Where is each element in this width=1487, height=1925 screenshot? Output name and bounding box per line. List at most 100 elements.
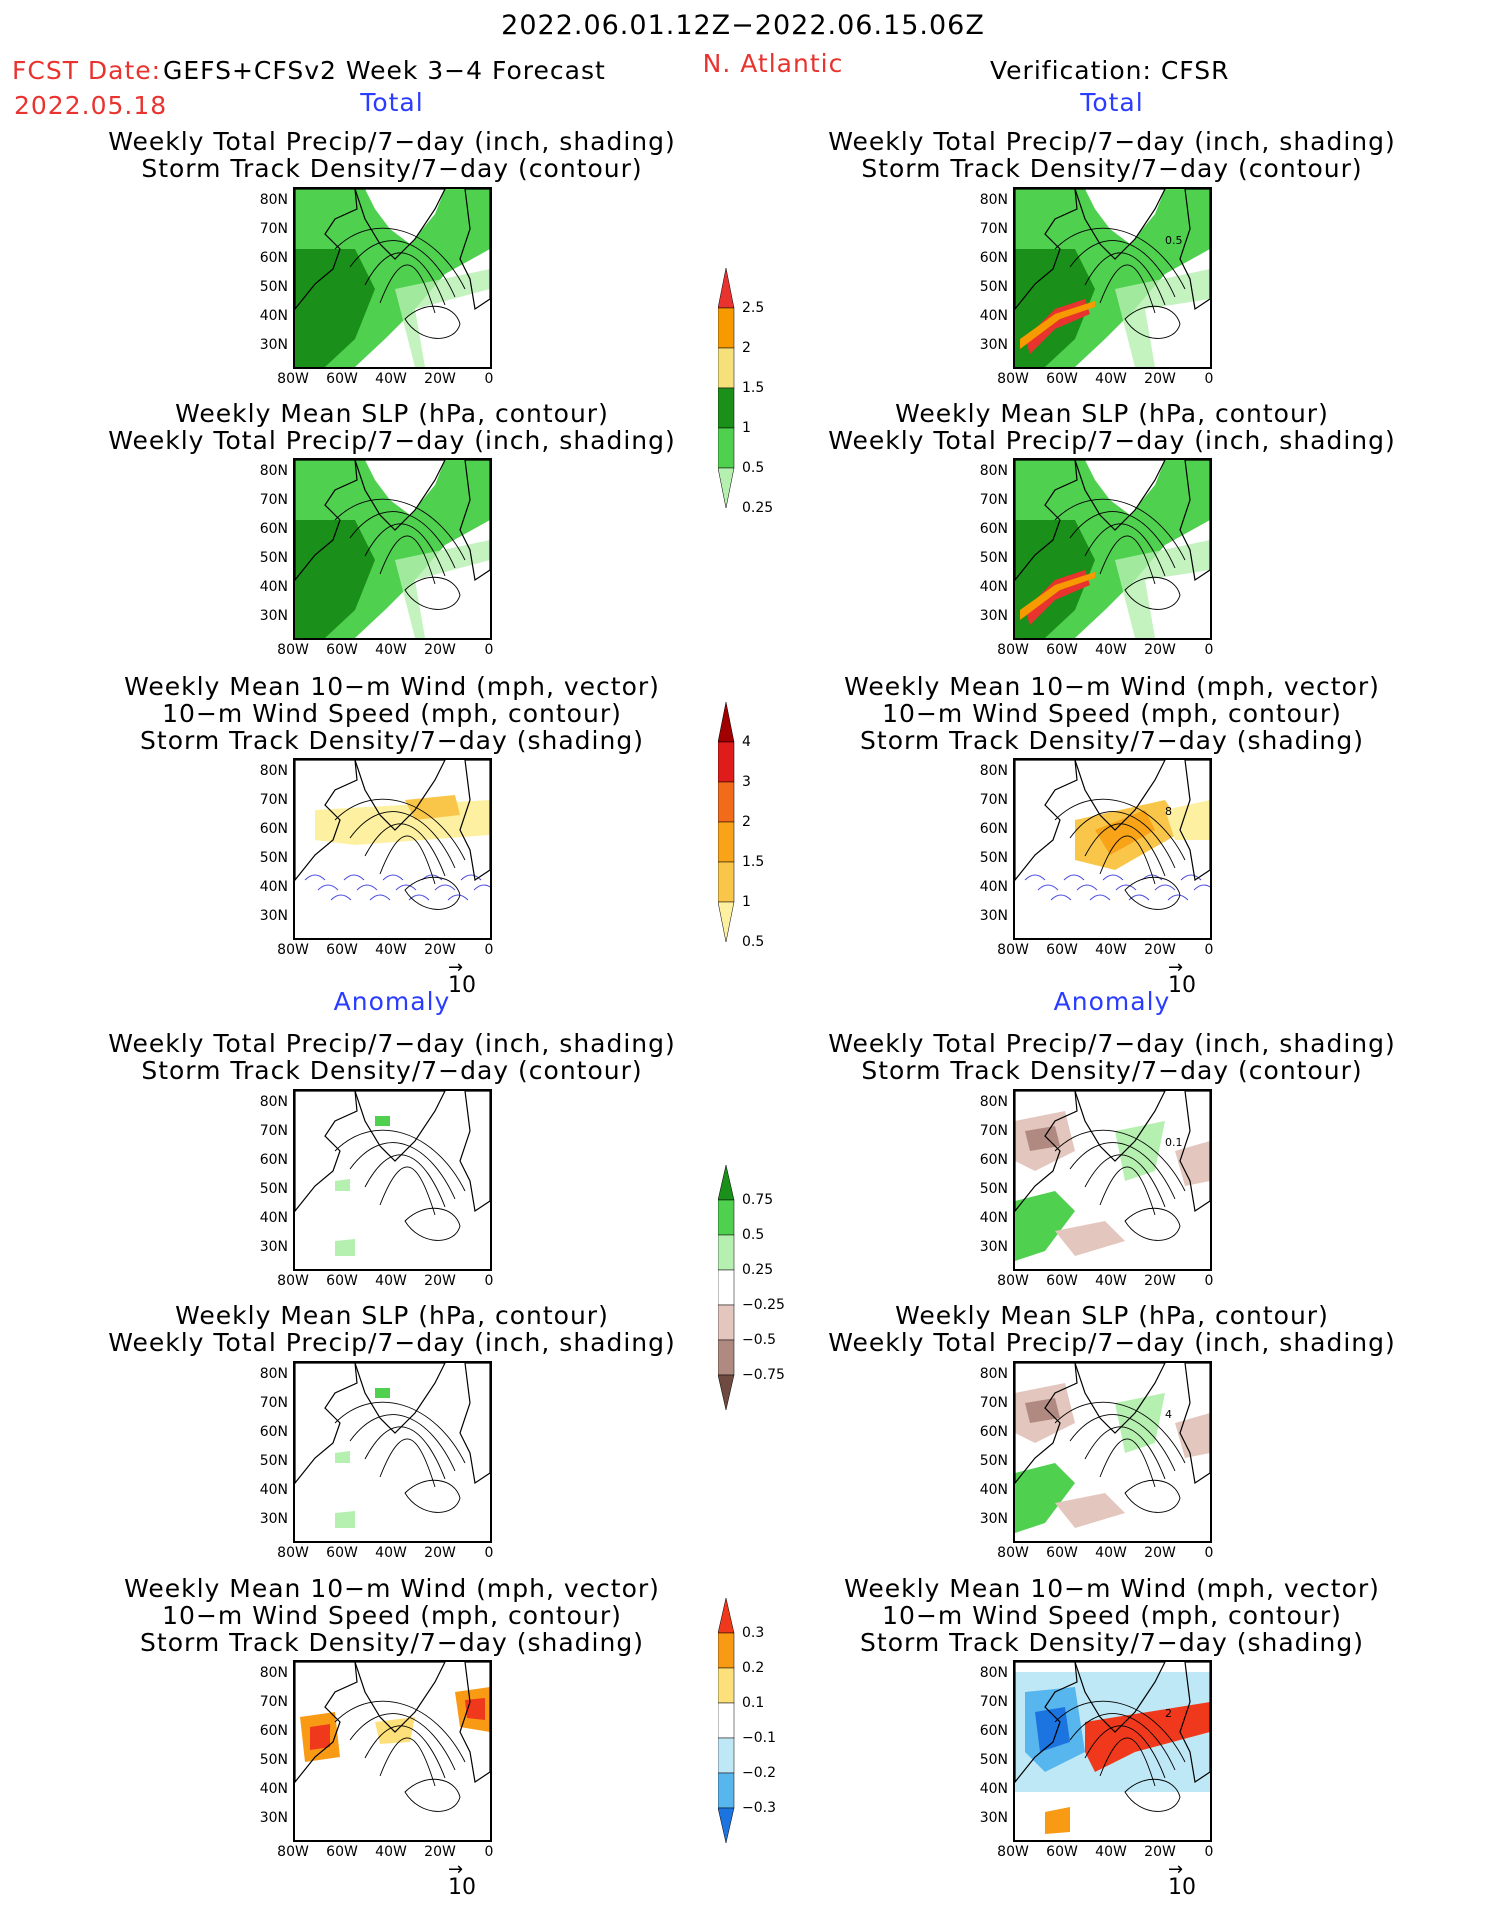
lat-label-right-5-5: 30N	[979, 1810, 1008, 1826]
lon-label-right-4-3: 20W	[1144, 1545, 1176, 1561]
lat-label-right-1-2: 60N	[979, 521, 1008, 537]
lon-label-left-3-3: 20W	[424, 1273, 456, 1289]
title-precip_storm-left-0: Weekly Total Precip/7−day (inch, shading…	[108, 127, 676, 156]
lon-label-right-0-3: 20W	[1144, 371, 1176, 387]
lon-label-left-1-4: 0	[484, 642, 494, 658]
lat-label-left-1-0: 80N	[259, 463, 288, 479]
lon-label-right-1-3: 20W	[1144, 642, 1176, 658]
contour-label-right-4: 4	[1165, 1408, 1172, 1421]
colorbar-label-precip_total-2: 1.5	[742, 380, 765, 396]
verification-label: Verification: CFSR	[990, 56, 1230, 85]
lat-label-right-4-4: 40N	[979, 1482, 1008, 1498]
lat-label-right-2-5: 30N	[979, 908, 1008, 924]
colorbar-precip_total	[717, 267, 758, 562]
section-total-right: Total	[1080, 88, 1144, 117]
title-precip_storm-left-0: Weekly Total Precip/7−day (inch, shading…	[108, 1029, 676, 1058]
lat-label-left-4-2: 60N	[259, 1424, 288, 1440]
map-panom2-left	[293, 1361, 492, 1543]
lat-label-right-1-3: 50N	[979, 550, 1008, 566]
lat-label-left-0-2: 60N	[259, 250, 288, 266]
colorbar-storm_anom	[717, 1597, 758, 1892]
title-slp_precip-left-1: Weekly Total Precip/7−day (inch, shading…	[108, 426, 676, 455]
lon-label-right-2-4: 0	[1204, 942, 1214, 958]
lat-label-left-5-4: 40N	[259, 1781, 288, 1797]
lat-label-left-1-4: 40N	[259, 579, 288, 595]
title-slp_precip-right-0: Weekly Mean SLP (hPa, contour)	[895, 399, 1329, 428]
lon-label-left-1-0: 80W	[277, 642, 309, 658]
lat-label-left-0-0: 80N	[259, 192, 288, 208]
lat-label-left-2-4: 40N	[259, 879, 288, 895]
colorbar-label-storm_total-1: 3	[742, 774, 751, 790]
title-slp_precip-right-1: Weekly Total Precip/7−day (inch, shading…	[828, 426, 1396, 455]
title-wind_storm-left-0: Weekly Mean 10−m Wind (mph, vector)	[124, 672, 660, 701]
lon-label-right-1-0: 80W	[997, 642, 1029, 658]
lat-label-right-5-1: 70N	[979, 1694, 1008, 1710]
lon-label-right-1-4: 0	[1204, 642, 1214, 658]
lon-label-left-1-1: 60W	[326, 642, 358, 658]
colorbar-label-storm_anom-0: 0.3	[742, 1625, 765, 1641]
lon-label-right-3-1: 60W	[1046, 1273, 1078, 1289]
map-ptot2-right	[1013, 458, 1212, 640]
lon-label-right-4-1: 60W	[1046, 1545, 1078, 1561]
lon-label-left-0-1: 60W	[326, 371, 358, 387]
section-anomaly-left: Anomaly	[333, 987, 451, 1016]
lon-label-left-1-3: 20W	[424, 642, 456, 658]
colorbar-label-storm_total-4: 1	[742, 894, 751, 910]
lat-label-right-0-0: 80N	[979, 192, 1008, 208]
lat-label-right-0-4: 40N	[979, 308, 1008, 324]
lon-label-left-3-0: 80W	[277, 1273, 309, 1289]
title-wind_storm-left-1: 10−m Wind Speed (mph, contour)	[162, 699, 622, 728]
fcst-model: GEFS+CFSv2 Week 3−4 Forecast	[163, 56, 606, 85]
colorbar-label-precip_anom-3: −0.25	[742, 1297, 785, 1313]
lat-label-right-5-0: 80N	[979, 1665, 1008, 1681]
map-wanom-right: 2	[1013, 1660, 1212, 1842]
title-wind_storm-left-1: 10−m Wind Speed (mph, contour)	[162, 1601, 622, 1630]
lon-label-left-0-0: 80W	[277, 371, 309, 387]
lon-label-right-0-1: 60W	[1046, 371, 1078, 387]
lat-label-right-4-1: 70N	[979, 1395, 1008, 1411]
lon-label-left-5-1: 60W	[326, 1844, 358, 1860]
colorbar-label-precip_total-1: 2	[742, 340, 751, 356]
lon-label-left-4-3: 20W	[424, 1545, 456, 1561]
lon-label-left-0-2: 40W	[375, 371, 407, 387]
lat-label-right-1-4: 40N	[979, 579, 1008, 595]
title-precip_storm-right-1: Storm Track Density/7−day (contour)	[861, 154, 1363, 183]
lat-label-left-3-3: 50N	[259, 1181, 288, 1197]
lat-label-left-3-0: 80N	[259, 1094, 288, 1110]
lat-label-right-3-0: 80N	[979, 1094, 1008, 1110]
lat-label-left-5-3: 50N	[259, 1752, 288, 1768]
lat-label-right-2-4: 40N	[979, 879, 1008, 895]
lon-label-right-1-1: 60W	[1046, 642, 1078, 658]
lat-label-left-5-1: 70N	[259, 1694, 288, 1710]
lon-label-left-2-4: 0	[484, 942, 494, 958]
colorbar-label-storm_total-2: 2	[742, 814, 751, 830]
lat-label-right-4-3: 50N	[979, 1453, 1008, 1469]
lon-label-left-3-1: 60W	[326, 1273, 358, 1289]
lon-label-left-4-2: 40W	[375, 1545, 407, 1561]
title-precip_storm-right-0: Weekly Total Precip/7−day (inch, shading…	[828, 127, 1396, 156]
map-ptot-left	[293, 187, 492, 369]
title-wind_storm-right-0: Weekly Mean 10−m Wind (mph, vector)	[844, 1574, 1380, 1603]
lon-label-right-4-0: 80W	[997, 1545, 1029, 1561]
lat-label-right-5-4: 40N	[979, 1781, 1008, 1797]
vector-ref-right-5: → 10	[1168, 1859, 1196, 1901]
lat-label-right-4-0: 80N	[979, 1366, 1008, 1382]
colorbar-label-precip_anom-0: 0.75	[742, 1192, 774, 1208]
lat-label-left-2-1: 70N	[259, 792, 288, 808]
colorbar-label-storm_total-5: 0.5	[742, 934, 765, 950]
lon-label-right-2-1: 60W	[1046, 942, 1078, 958]
lon-label-left-2-2: 40W	[375, 942, 407, 958]
title-precip_storm-left-1: Storm Track Density/7−day (contour)	[141, 154, 643, 183]
lon-label-left-3-4: 0	[484, 1273, 494, 1289]
lat-label-left-4-3: 50N	[259, 1453, 288, 1469]
contour-label-right-2: 8	[1165, 805, 1172, 818]
title-slp_precip-left-0: Weekly Mean SLP (hPa, contour)	[175, 399, 609, 428]
map-panom-right: 0.1	[1013, 1089, 1212, 1271]
map-ptot2-left	[293, 458, 492, 640]
lat-label-left-3-1: 70N	[259, 1123, 288, 1139]
lat-label-left-5-5: 30N	[259, 1810, 288, 1826]
title-precip_storm-right-0: Weekly Total Precip/7−day (inch, shading…	[828, 1029, 1396, 1058]
lat-label-right-0-2: 60N	[979, 250, 1008, 266]
map-wtot-left	[293, 758, 492, 940]
vector-ref-left-2: → 10	[448, 957, 476, 999]
